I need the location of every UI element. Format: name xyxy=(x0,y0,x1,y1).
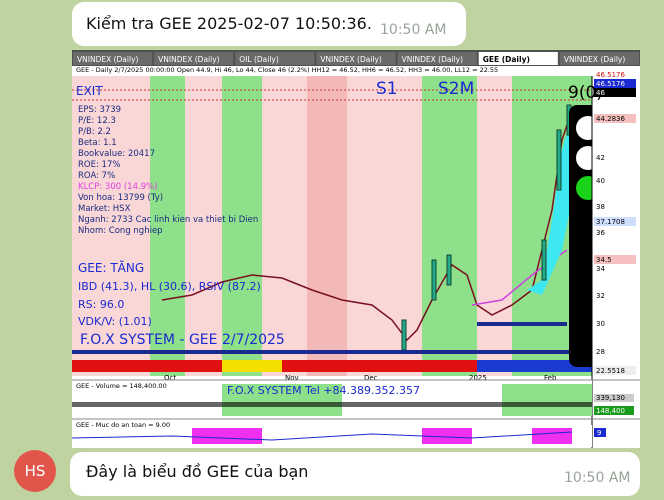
volume-header: GEE - Volume = 148,400.00 xyxy=(76,382,167,390)
message-time: 10:50 AM xyxy=(564,470,631,486)
tab-label: VNINDEX (Daily) xyxy=(564,55,626,64)
chart-image[interactable]: VNINDEX (Daily) VNINDEX (Daily) OIL (Daily… xyxy=(72,50,640,448)
price-axis-label: 32 xyxy=(596,292,605,300)
tab xyxy=(154,52,234,65)
price-axis-label: 30 xyxy=(596,320,605,328)
axis-label-box xyxy=(594,70,636,79)
avatar[interactable]: HS xyxy=(14,450,56,492)
x-axis-label: Nov xyxy=(285,374,299,382)
volume-axis-label: 148,400 xyxy=(596,407,625,415)
risk-axis-label: 9 xyxy=(597,429,601,437)
price-axis-label: 46.5176 xyxy=(596,80,625,88)
info-line: Bookvalue: 20417 xyxy=(78,149,155,159)
tab xyxy=(235,52,315,65)
vdk: VDK/V: (1.01) xyxy=(78,315,152,328)
s2m-label: S2M xyxy=(438,79,474,99)
axis-label-box xyxy=(594,217,636,226)
info-line: Nganh: 2733 Cac linh kien va thiet bi Di… xyxy=(78,215,258,225)
price-axis-label: 40 xyxy=(596,177,605,185)
volume-axis-label: 339,130 xyxy=(596,394,625,402)
info-line: Market: HSX xyxy=(78,204,131,214)
message-time: 10:50 AM xyxy=(380,22,447,38)
axis-label-box xyxy=(594,88,636,97)
axis-label-box xyxy=(594,79,636,88)
tab-label: VNINDEX (Daily) xyxy=(77,55,139,64)
info-line: KLCP: 300 (14.9%) xyxy=(78,182,158,192)
x-axis-label: Feb xyxy=(544,374,557,382)
x-axis-label: Dec xyxy=(364,374,378,382)
message-bubble: Kiểm tra GEE 2025-02-07 10:50:36. 10:50 … xyxy=(72,2,466,46)
info-line: Von hoa: 13799 (Ty) xyxy=(78,193,163,203)
tab-label: OIL (Daily) xyxy=(239,55,279,64)
price-axis-label: 42 xyxy=(596,154,605,162)
trend: GEE: TĂNG xyxy=(78,260,144,275)
tab-label: VNINDEX (Daily) xyxy=(320,55,382,64)
info-line: P/B: 2.2 xyxy=(78,127,111,137)
axis-label-box xyxy=(594,366,636,375)
tab xyxy=(73,52,153,65)
system-label: F.O.X SYSTEM - GEE 2/7/2025 xyxy=(80,332,285,348)
axis-label-box xyxy=(594,114,636,123)
info-line: P/E: 12.3 xyxy=(78,116,116,126)
message-text: Đây là biểu đồ GEE của bạn xyxy=(86,462,309,481)
exit-label: EXIT xyxy=(76,84,103,98)
ibd: IBD (41.3), HL (30.6), RSIV (87.2) xyxy=(78,280,261,293)
price-axis-label: 34.5 xyxy=(596,256,612,264)
rs: RS: 96.0 xyxy=(78,298,124,311)
price-axis-label: 46.5176 xyxy=(596,71,625,79)
tab xyxy=(478,52,558,65)
axis-label-box xyxy=(594,255,636,264)
price-axis-label: 37.1708 xyxy=(596,218,625,226)
price-axis-label: 46 xyxy=(596,89,605,97)
volume-text: F.O.X SYSTEM Tel +84.389.352.357 xyxy=(227,384,420,397)
x-axis-label: 2025 xyxy=(469,374,487,382)
info-line: Beta: 1.1 xyxy=(78,138,117,148)
info-line: ROE: 17% xyxy=(78,160,120,170)
info-line: EPS: 3739 xyxy=(78,105,121,115)
message-text: Kiểm tra GEE 2025-02-07 10:50:36. xyxy=(86,14,372,33)
price-axis-label: 22.5518 xyxy=(596,367,625,375)
tab xyxy=(559,52,639,65)
price-axis-label: 34 xyxy=(596,265,605,273)
price-axis-label: 36 xyxy=(596,229,605,237)
message-bubble: Đây là biểu đồ GEE của bạn 10:50 AM xyxy=(70,452,640,496)
tab-label: VNINDEX (Daily) xyxy=(158,55,220,64)
info-line: ROA: 7% xyxy=(78,171,115,181)
chart-header: GEE - Daily 2/7/2025 00:00:00 Open 44.9,… xyxy=(76,66,498,74)
s1-label: S1 xyxy=(376,79,398,99)
tab-label: VNINDEX (Daily) xyxy=(402,55,464,64)
risk-header: GEE - Muc do an toan = 9.00 xyxy=(76,421,170,429)
tab-label: GEE (Daily) xyxy=(483,55,530,64)
tab xyxy=(316,52,396,65)
info-line: Nhom: Cong nghiep xyxy=(78,226,163,236)
tab xyxy=(397,52,477,65)
price-axis-label: 44.2836 xyxy=(596,115,625,123)
price-axis-label: 28 xyxy=(596,348,605,356)
x-axis-label: Oct xyxy=(164,374,176,382)
price-axis-label: 38 xyxy=(596,203,605,211)
